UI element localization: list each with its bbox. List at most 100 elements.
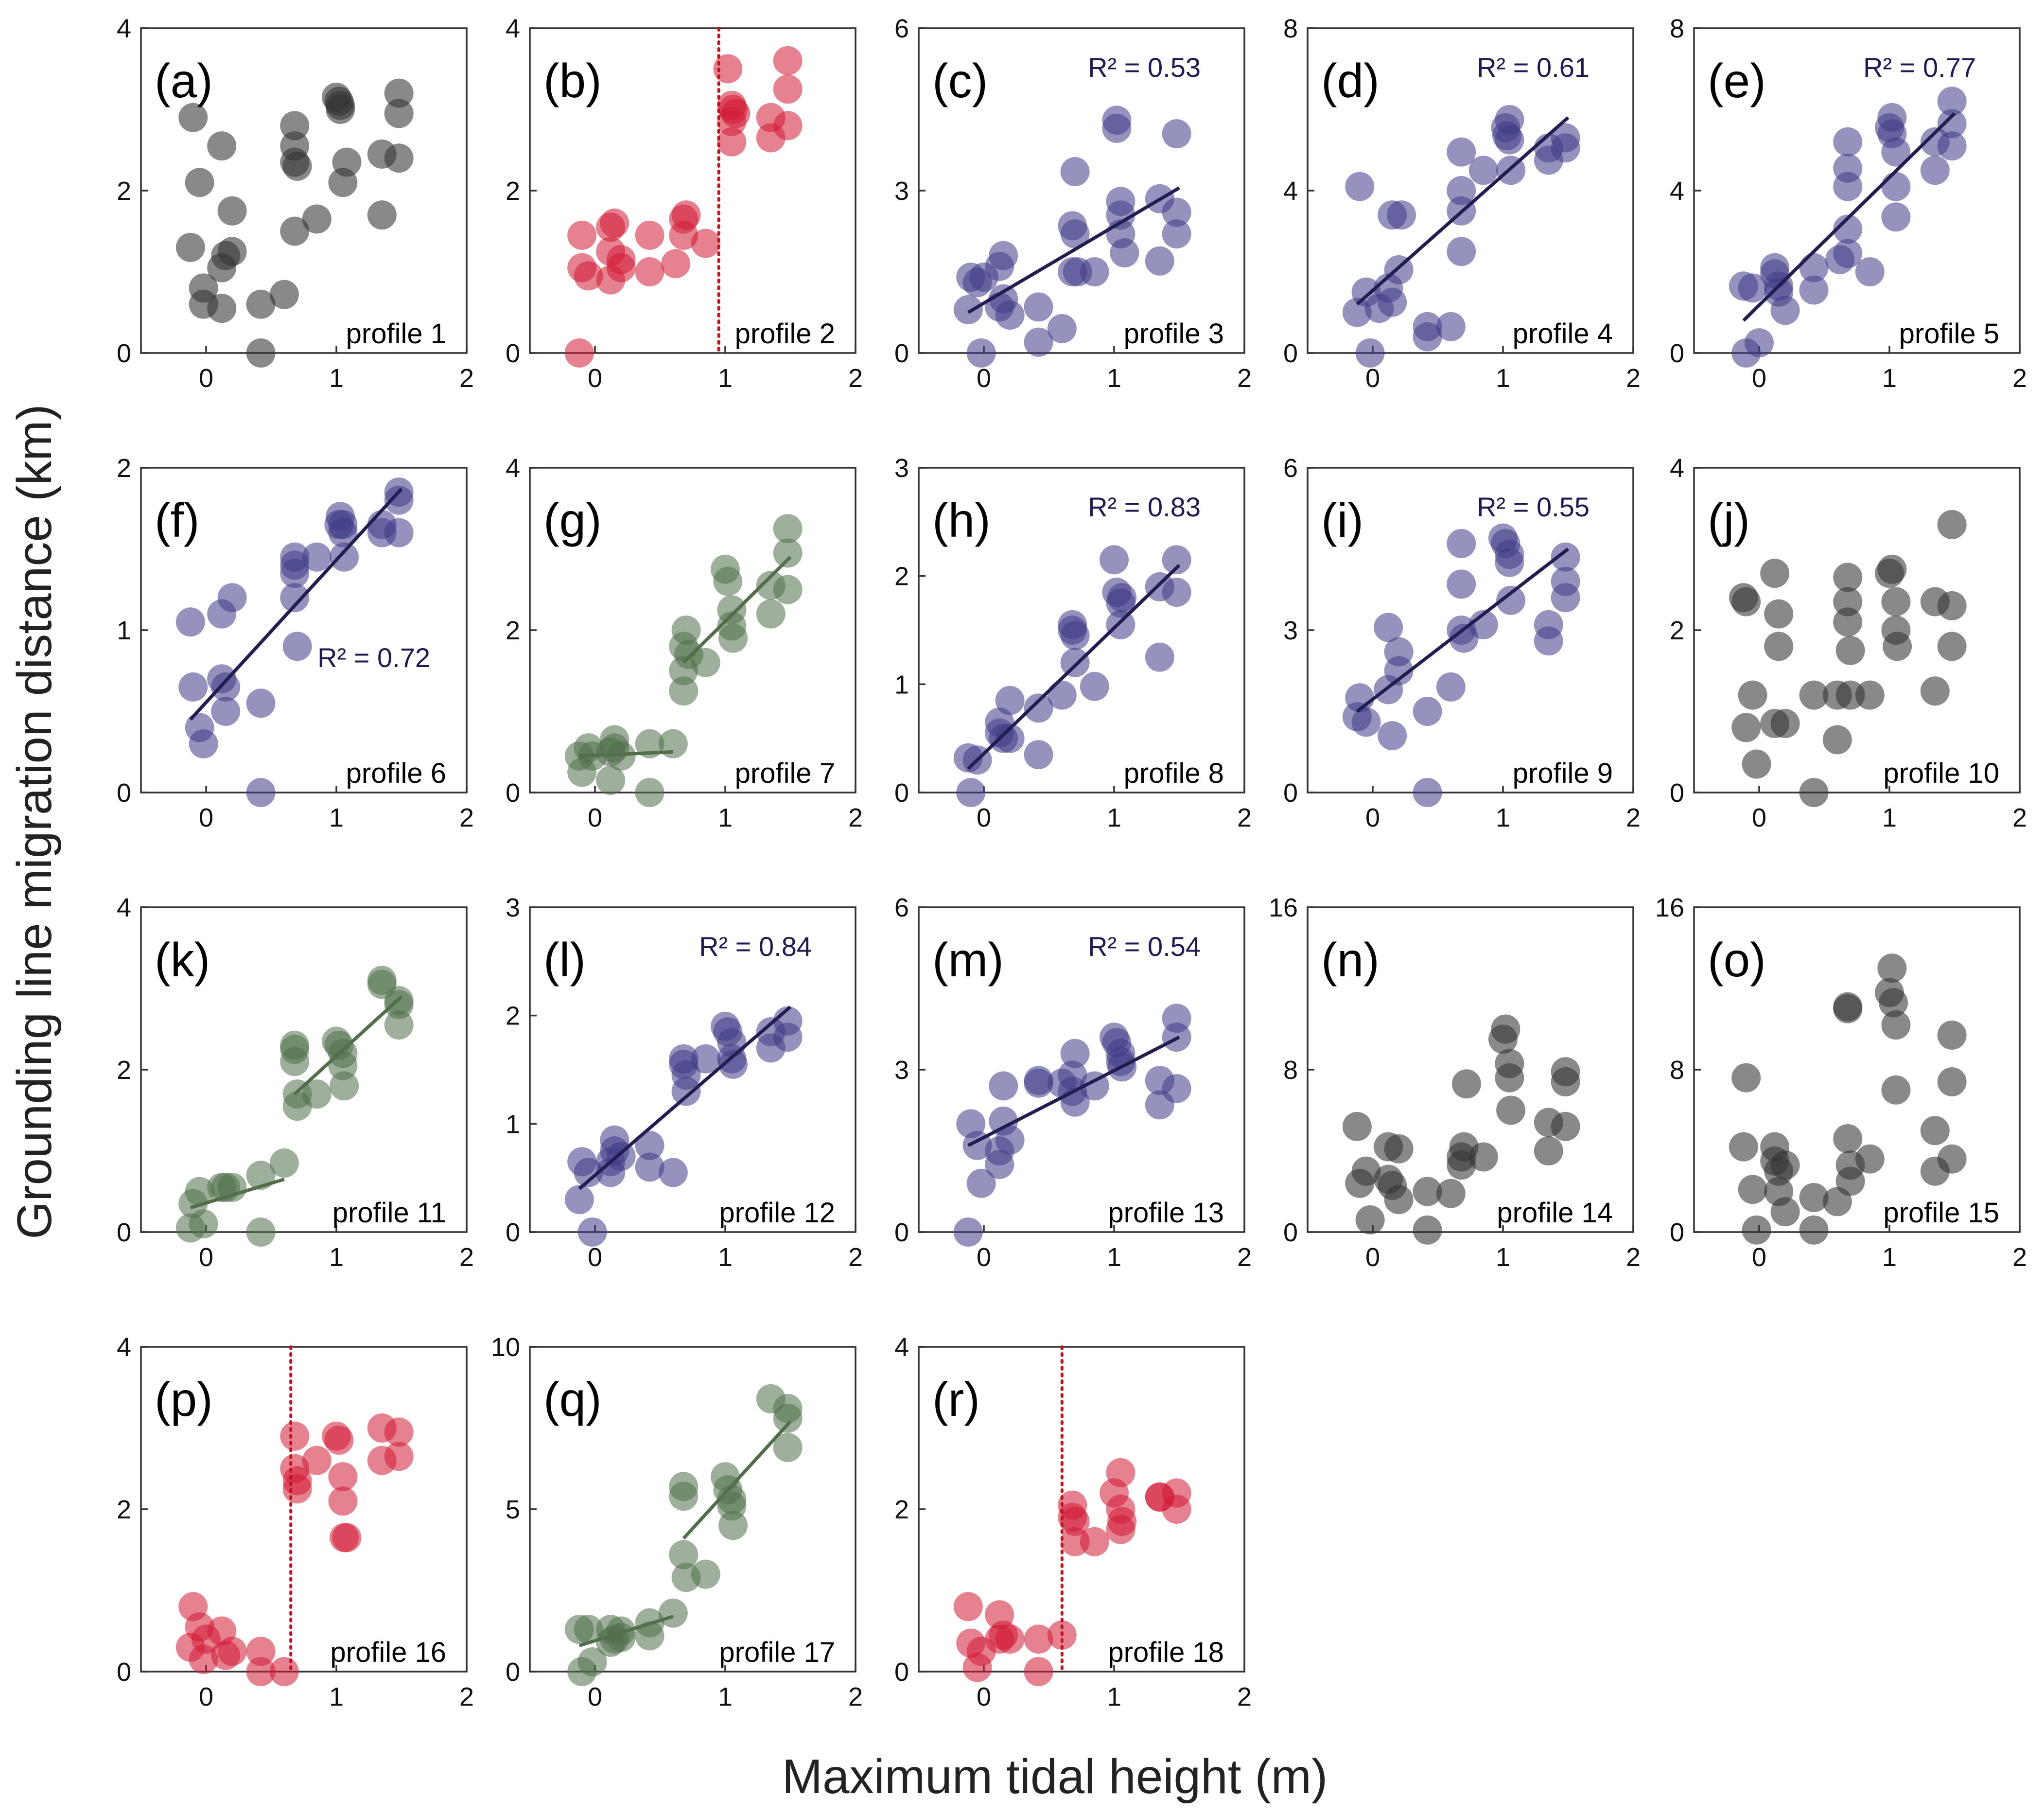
data-point	[384, 99, 414, 128]
panel-letter: (h)	[932, 494, 991, 547]
data-point	[989, 241, 1018, 270]
data-point	[1024, 1657, 1053, 1686]
data-point	[282, 151, 312, 181]
data-point	[302, 204, 332, 234]
data-point	[1495, 1063, 1524, 1093]
data-point	[211, 697, 241, 726]
data-point	[384, 143, 414, 173]
data-point	[1855, 1144, 1885, 1174]
data-point	[178, 103, 208, 132]
y-tick-label: 3	[894, 454, 909, 483]
data-point	[1355, 1205, 1385, 1234]
panel-a: 0 1 2 0 2 4 (a) profile 1	[117, 14, 474, 393]
data-point	[217, 1637, 247, 1666]
data-point	[1760, 559, 1790, 588]
data-point	[773, 111, 803, 141]
data-point	[1145, 642, 1174, 672]
data-point	[995, 300, 1025, 330]
data-point	[1060, 648, 1090, 677]
panel-r: 0 1 2 0 2 4 (r) profile 18	[894, 1333, 1252, 1711]
panel-letter: (k)	[155, 933, 210, 987]
data-point	[995, 723, 1025, 753]
data-point	[246, 1217, 276, 1247]
x-tick-label: 0	[1365, 803, 1380, 832]
r-squared-label: R² = 0.54	[1088, 931, 1201, 962]
data-point	[328, 518, 358, 547]
data-point	[995, 686, 1025, 715]
x-tick-label: 0	[588, 1682, 602, 1711]
data-point	[330, 542, 359, 572]
data-point	[995, 1125, 1025, 1155]
data-point	[635, 778, 664, 807]
data-point	[1799, 1215, 1829, 1245]
data-point	[1742, 749, 1771, 779]
plot-frame	[529, 27, 856, 354]
data-point	[1937, 1067, 1967, 1097]
profile-label: profile 9	[1513, 758, 1613, 789]
data-point	[717, 127, 747, 157]
profile-label: profile 3	[1124, 318, 1224, 350]
data-point	[330, 1071, 359, 1101]
data-point	[1881, 202, 1911, 232]
r-squared-label: R² = 0.55	[1477, 492, 1590, 522]
regression-line	[967, 186, 1180, 314]
panel-letter: (a)	[155, 54, 213, 107]
profile-label: profile 7	[735, 758, 835, 789]
data-point	[669, 1481, 699, 1511]
panel-letter: (b)	[543, 54, 602, 107]
x-tick-label: 0	[199, 364, 213, 393]
panel-b: 0 1 2 0 2 4 (b) profile 2	[506, 14, 863, 393]
data-point	[1738, 273, 1767, 303]
data-point	[1731, 1063, 1761, 1093]
data-point	[1833, 1124, 1863, 1153]
data-point	[384, 518, 414, 547]
profile-label: profile 6	[346, 758, 446, 789]
data-point	[995, 1624, 1025, 1654]
data-point	[718, 623, 748, 653]
data-point	[1799, 1183, 1829, 1213]
y-tick-label: 0	[117, 1657, 131, 1687]
data-point	[269, 1148, 299, 1178]
regression-line	[682, 556, 792, 664]
y-tick-label: 16	[1655, 893, 1684, 922]
data-point	[671, 1076, 701, 1106]
x-tick-label: 1	[718, 803, 733, 832]
data-point	[713, 566, 743, 596]
data-point	[246, 688, 276, 718]
data-point	[1937, 1144, 1967, 1174]
data-point	[1764, 632, 1794, 661]
y-tick-label: 4	[117, 1333, 131, 1362]
data-point	[1491, 1014, 1520, 1044]
x-tick-label: 2	[1237, 1243, 1252, 1272]
data-point	[280, 542, 310, 572]
data-point	[185, 1177, 214, 1206]
y-tick-label: 6	[894, 14, 909, 43]
data-point	[1937, 510, 1967, 539]
data-point	[207, 294, 237, 323]
profile-label: profile 11	[332, 1197, 446, 1229]
data-point	[1877, 554, 1907, 584]
data-point	[953, 295, 983, 324]
data-point	[1351, 1156, 1381, 1186]
x-tick-label: 1	[1107, 803, 1121, 832]
data-point	[953, 1217, 983, 1247]
data-point	[966, 1168, 996, 1198]
data-point	[1770, 709, 1800, 739]
y-tick-label: 0	[894, 1657, 909, 1687]
data-point	[1551, 583, 1580, 613]
data-point	[1384, 1134, 1414, 1164]
data-point	[1468, 1142, 1498, 1172]
data-point	[671, 616, 701, 645]
data-point	[302, 542, 332, 572]
r-squared-label: R² = 0.83	[1088, 492, 1201, 522]
x-tick-label: 0	[1365, 364, 1380, 393]
regression-line	[967, 1036, 1180, 1147]
x-tick-label: 1	[329, 803, 344, 832]
panel-q: 0 1 2 0 5 10 (q) profile 17	[491, 1333, 863, 1711]
data-point	[1729, 1132, 1758, 1162]
data-point	[328, 1462, 358, 1492]
data-point	[596, 765, 626, 795]
profile-label: profile 15	[1883, 1197, 1999, 1229]
y-tick-label: 16	[1269, 893, 1298, 922]
